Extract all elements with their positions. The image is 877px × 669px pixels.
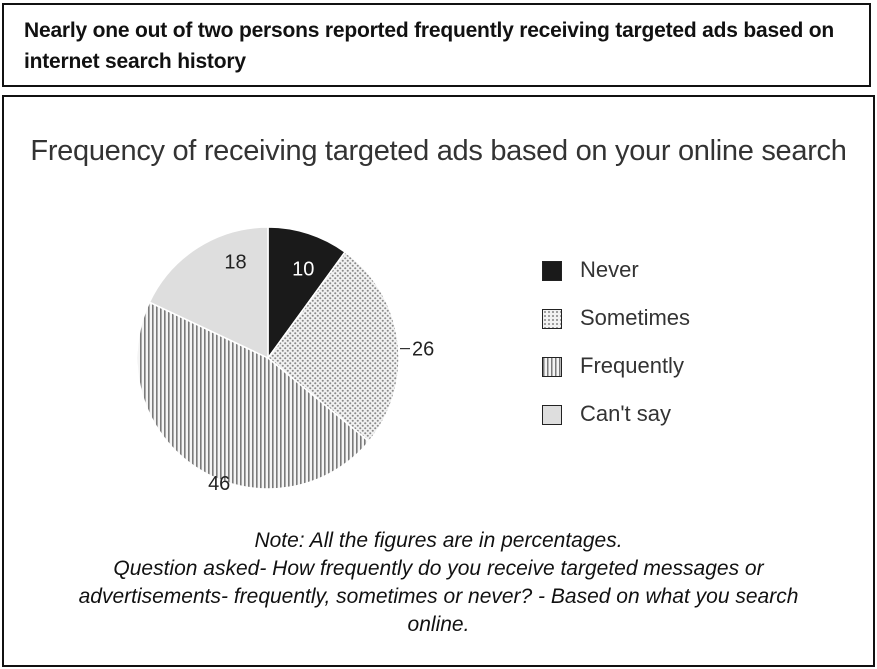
legend-label-frequently: Frequently	[580, 353, 684, 378]
note-line: online.	[407, 613, 470, 636]
pie-slice-never	[267, 226, 347, 361]
note-line: advertisements- frequently, sometimes or…	[78, 585, 799, 608]
chart-note: Note: All the figures are in percentages…	[24, 527, 853, 639]
pie-slice-sometimes	[266, 250, 400, 443]
legend-swatch-cant-say	[542, 405, 562, 425]
pie-data-label: 26	[412, 339, 434, 361]
legend-swatch-sometimes	[542, 309, 562, 329]
pie-data-label: 10	[292, 258, 314, 280]
pie-data-label: 46	[208, 473, 230, 495]
pie-slice-frequently	[136, 301, 370, 490]
legend-swatch-never	[542, 261, 562, 281]
legend-label-never: Never	[580, 257, 639, 282]
headline: Nearly one out of two persons reported f…	[24, 19, 834, 73]
headline-box: Nearly one out of two persons reported f…	[2, 3, 871, 87]
pie-slice-can-t-say	[148, 226, 269, 360]
legend-swatch-frequently	[542, 357, 562, 377]
note-line: Question asked- How frequently do you re…	[113, 557, 764, 580]
note-line: Note: All the figures are in percentages…	[254, 529, 623, 552]
chart-title: Frequency of receiving targeted ads base…	[30, 135, 847, 167]
legend-label-sometimes: Sometimes	[580, 305, 691, 330]
chart-panel: 10 26 46 18 Frequency of receiving targeted…	[2, 95, 875, 667]
pie-chart: 10 26 46 18	[136, 226, 434, 495]
legend-label-cant-say: Can't say	[580, 401, 672, 426]
pie-data-label: 18	[224, 251, 246, 273]
